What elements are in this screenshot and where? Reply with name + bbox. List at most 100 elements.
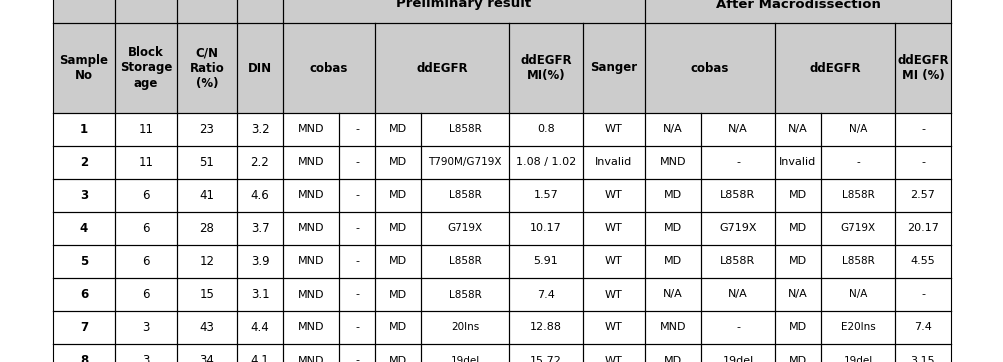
Bar — [509, 245, 583, 278]
Text: ddEGFR: ddEGFR — [416, 62, 467, 75]
Text: 34: 34 — [200, 354, 215, 362]
Text: 5: 5 — [80, 255, 88, 268]
Bar — [894, 146, 950, 179]
Bar — [774, 113, 820, 146]
Bar — [375, 179, 420, 212]
Text: 4.6: 4.6 — [251, 189, 269, 202]
Text: WT: WT — [605, 290, 622, 299]
Text: 1.08 / 1.02: 1.08 / 1.02 — [516, 157, 576, 168]
Bar — [339, 245, 375, 278]
Text: 1: 1 — [80, 123, 88, 136]
Text: MND: MND — [659, 323, 686, 333]
Bar — [237, 311, 283, 344]
Text: L858R: L858R — [448, 190, 480, 201]
Text: E20Ins: E20Ins — [840, 323, 875, 333]
Text: 20.17: 20.17 — [906, 223, 938, 233]
Bar — [583, 245, 644, 278]
Text: 1.57: 1.57 — [533, 190, 558, 201]
Bar — [177, 245, 237, 278]
Text: 4.55: 4.55 — [910, 257, 935, 266]
Bar — [339, 146, 375, 179]
Bar — [644, 344, 700, 362]
Text: 19del: 19del — [721, 355, 753, 362]
Text: MD: MD — [788, 323, 806, 333]
Text: MD: MD — [388, 157, 406, 168]
Bar — [115, 212, 177, 245]
Bar — [177, 179, 237, 212]
Bar — [583, 311, 644, 344]
Text: MND: MND — [298, 290, 324, 299]
Text: 28: 28 — [200, 222, 215, 235]
Text: 3: 3 — [142, 354, 149, 362]
Bar — [894, 311, 950, 344]
Text: MD: MD — [788, 190, 806, 201]
Bar — [283, 311, 339, 344]
Text: -: - — [920, 157, 924, 168]
Text: MD: MD — [388, 223, 406, 233]
Bar — [644, 245, 700, 278]
Bar — [115, 179, 177, 212]
Text: G719X: G719X — [447, 223, 482, 233]
Text: 6: 6 — [142, 189, 149, 202]
Bar — [375, 113, 420, 146]
Bar — [644, 113, 700, 146]
Text: L858R: L858R — [841, 257, 874, 266]
Text: MD: MD — [388, 290, 406, 299]
Bar — [420, 113, 509, 146]
Bar — [237, 0, 283, 23]
Text: DIN: DIN — [248, 62, 272, 75]
Text: 11: 11 — [138, 123, 153, 136]
Bar — [774, 311, 820, 344]
Bar — [509, 146, 583, 179]
Bar — [700, 245, 774, 278]
Bar — [700, 311, 774, 344]
Text: Invalid: Invalid — [595, 157, 632, 168]
Bar — [115, 146, 177, 179]
Bar — [644, 23, 774, 113]
Text: MD: MD — [388, 125, 406, 135]
Text: 10.17: 10.17 — [530, 223, 562, 233]
Bar — [420, 278, 509, 311]
Text: 19del: 19del — [450, 355, 479, 362]
Bar — [774, 278, 820, 311]
Bar — [509, 311, 583, 344]
Text: -: - — [355, 125, 359, 135]
Text: N/A: N/A — [848, 125, 867, 135]
Bar — [820, 311, 894, 344]
Text: MD: MD — [388, 355, 406, 362]
Bar — [774, 179, 820, 212]
Bar — [339, 179, 375, 212]
Text: WT: WT — [605, 190, 622, 201]
Bar — [375, 278, 420, 311]
Text: WT: WT — [605, 355, 622, 362]
Text: 8: 8 — [80, 354, 88, 362]
Bar — [583, 278, 644, 311]
Bar — [53, 245, 115, 278]
Bar — [820, 146, 894, 179]
Text: L858R: L858R — [720, 257, 755, 266]
Text: 2.57: 2.57 — [910, 190, 935, 201]
Text: 3.2: 3.2 — [251, 123, 269, 136]
Bar — [53, 179, 115, 212]
Text: 5.91: 5.91 — [533, 257, 558, 266]
Text: 19del: 19del — [843, 355, 872, 362]
Text: 43: 43 — [200, 321, 215, 334]
Bar — [237, 146, 283, 179]
Bar — [177, 146, 237, 179]
Text: 15: 15 — [200, 288, 215, 301]
Bar — [774, 344, 820, 362]
Bar — [700, 113, 774, 146]
Text: After Macrodissection: After Macrodissection — [715, 0, 880, 10]
Bar — [644, 278, 700, 311]
Bar — [375, 311, 420, 344]
Text: MD: MD — [788, 355, 806, 362]
Bar — [509, 113, 583, 146]
Text: WT: WT — [605, 125, 622, 135]
Text: cobas: cobas — [310, 62, 348, 75]
Text: 15.72: 15.72 — [530, 355, 562, 362]
Bar — [820, 212, 894, 245]
Text: 3: 3 — [142, 321, 149, 334]
Bar — [283, 23, 375, 113]
Text: L858R: L858R — [448, 257, 480, 266]
Bar — [53, 113, 115, 146]
